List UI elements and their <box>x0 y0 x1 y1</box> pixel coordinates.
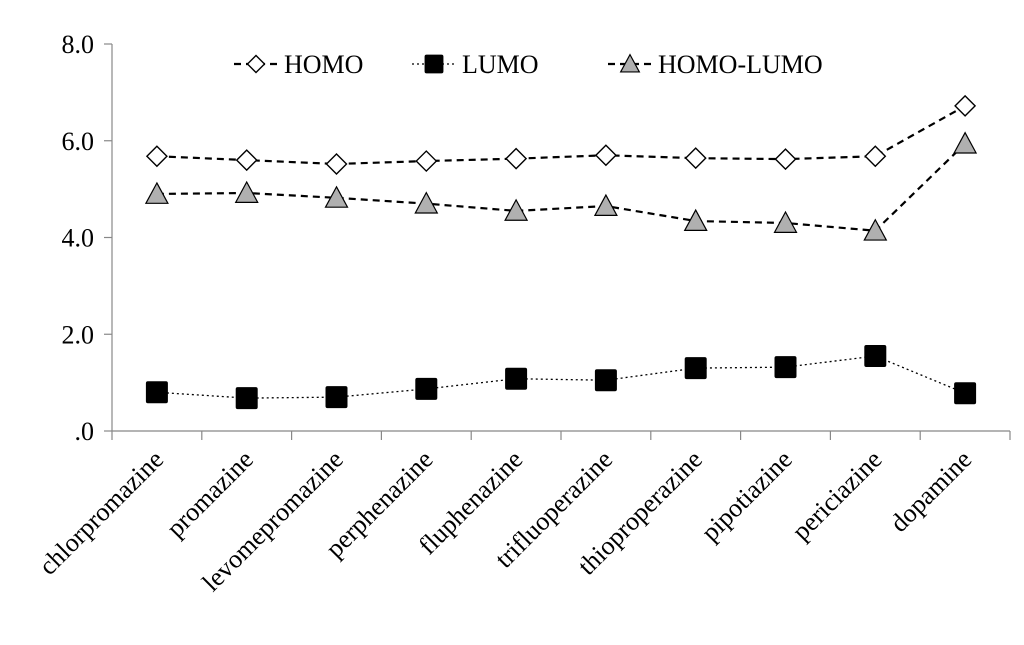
data-point <box>594 144 617 167</box>
data-point <box>773 210 798 233</box>
data-point <box>864 145 887 168</box>
series-line <box>156 355 966 399</box>
data-point <box>325 152 348 175</box>
legend-marker <box>424 54 444 74</box>
x-category-label: periciazine <box>786 445 887 546</box>
data-point <box>594 369 617 392</box>
y-tick-label: 6.0 <box>62 127 95 156</box>
data-point <box>954 94 977 117</box>
data-point <box>414 191 439 214</box>
y-tick-label: 2.0 <box>62 320 95 349</box>
y-tick-label: 8.0 <box>62 30 95 59</box>
data-point <box>415 150 438 173</box>
data-point <box>684 357 707 380</box>
data-point <box>324 185 349 208</box>
legend-label: LUMO <box>462 50 539 79</box>
data-point <box>864 345 887 368</box>
y-tick-label: .0 <box>75 417 95 446</box>
data-point <box>593 193 618 217</box>
legend-label: HOMO-LUMO <box>658 50 823 79</box>
data-point <box>415 377 438 400</box>
x-category-label: pipotiazine <box>696 445 798 547</box>
data-point <box>863 218 888 241</box>
legend-marker <box>619 53 641 73</box>
series-homo-lumo <box>144 131 978 241</box>
series-lumo <box>145 345 977 410</box>
series-layer <box>144 94 978 410</box>
data-point <box>954 382 977 405</box>
data-point <box>144 181 169 204</box>
data-point <box>235 149 258 172</box>
legend-item: HOMO <box>234 50 363 79</box>
legend-item: HOMO-LUMO <box>608 50 823 79</box>
legend-item: LUMO <box>412 50 539 79</box>
data-point <box>505 367 528 390</box>
series-line <box>156 142 966 232</box>
legend-label: HOMO <box>284 50 363 79</box>
data-point <box>953 131 978 154</box>
series-homo <box>145 94 977 175</box>
y-tick-label: 4.0 <box>62 224 95 253</box>
data-point <box>145 145 168 168</box>
data-point <box>505 147 528 170</box>
data-point <box>325 386 348 409</box>
data-point <box>684 147 707 170</box>
data-point <box>683 208 708 232</box>
x-category-label: dopamine <box>884 445 977 538</box>
data-point <box>774 356 797 379</box>
legend-marker <box>246 54 266 74</box>
x-category-label: chlorpromazine <box>33 445 169 581</box>
data-point <box>504 198 529 221</box>
data-point <box>774 148 797 171</box>
axes: 8.06.04.02.0.0chlorpromazinepromazinelev… <box>33 30 1011 597</box>
data-point <box>235 387 258 410</box>
series-line <box>156 104 966 166</box>
data-point <box>145 381 168 404</box>
legend: HOMO LUMO HOMO-LUMO <box>234 50 823 79</box>
data-point <box>234 180 259 203</box>
